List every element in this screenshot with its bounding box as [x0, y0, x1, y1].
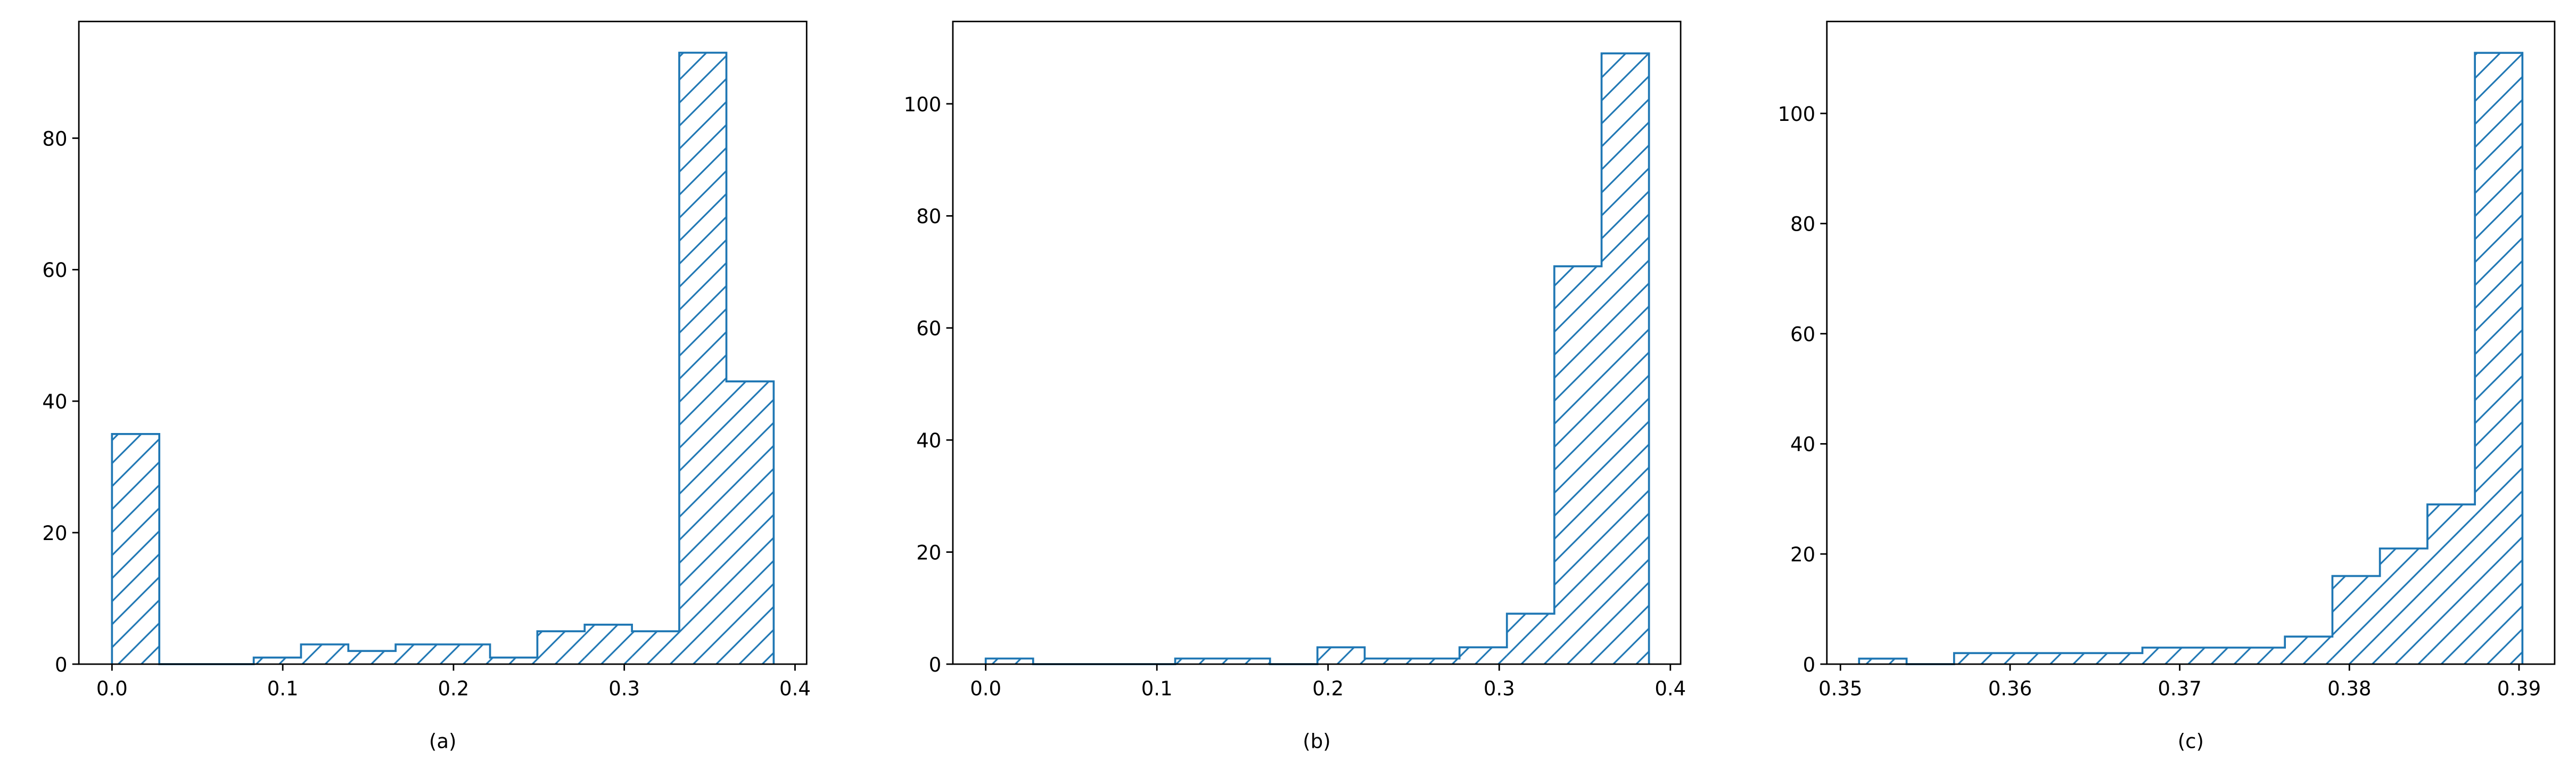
- x-axis-label: (a): [429, 730, 457, 753]
- x-axis-label: (b): [1303, 730, 1330, 753]
- step-outline: [111, 52, 775, 665]
- bar: [2475, 53, 2523, 664]
- y-tick-label: 100: [1777, 103, 1815, 126]
- x-tick-label: 0.1: [1141, 677, 1173, 700]
- bar: [1222, 658, 1270, 664]
- y-tick-label: 80: [1790, 213, 1815, 236]
- bar: [985, 658, 1033, 664]
- y-tick-label: 0: [55, 654, 68, 676]
- x-tick-label: 0.2: [438, 677, 469, 700]
- bar: [1507, 614, 1554, 664]
- bar: [1954, 653, 2002, 664]
- axes-frame: [1826, 20, 2556, 665]
- x-tick-label: 0.4: [779, 677, 811, 700]
- bar: [1175, 658, 1223, 664]
- y-tick-label: 20: [1790, 543, 1815, 566]
- x-tick-label: 0.3: [608, 677, 640, 700]
- bar: [726, 381, 774, 664]
- bar: [396, 644, 443, 664]
- y-tick-label: 40: [42, 390, 67, 413]
- y-tick-label: 60: [42, 259, 67, 282]
- bar: [1459, 647, 1507, 664]
- x-tick-label: 0.2: [1312, 677, 1344, 700]
- bar: [2190, 647, 2237, 664]
- axes-frame: [78, 20, 808, 665]
- bar: [679, 52, 727, 664]
- bar: [2142, 647, 2190, 664]
- bar: [1364, 658, 1412, 664]
- y-tick-label: 20: [916, 541, 941, 564]
- bar: [1601, 53, 1649, 664]
- x-tick-label: 0.4: [1655, 677, 1686, 700]
- bar: [2001, 653, 2050, 664]
- bar: [348, 651, 396, 664]
- x-tick-label: 0.39: [2497, 677, 2541, 700]
- bar: [2332, 576, 2380, 664]
- y-tick-label: 60: [1790, 323, 1815, 346]
- y-tick-label: 40: [1790, 433, 1815, 456]
- bar: [632, 631, 679, 664]
- bar: [2049, 653, 2097, 664]
- y-tick-label: 40: [916, 429, 941, 452]
- x-axis-label: (c): [2178, 730, 2204, 753]
- bar: [1412, 658, 1460, 664]
- x-tick-label: 0.3: [1484, 677, 1515, 700]
- x-tick-label: 0.0: [970, 677, 1001, 700]
- bar: [253, 657, 301, 664]
- bar: [2237, 647, 2285, 664]
- y-tick-label: 80: [42, 127, 67, 150]
- y-tick-label: 60: [916, 317, 941, 340]
- y-tick-label: 0: [1803, 654, 1816, 676]
- bar: [1317, 647, 1365, 664]
- bar: [1554, 266, 1602, 664]
- bar: [490, 657, 538, 664]
- y-tick-label: 20: [42, 522, 67, 545]
- x-tick-label: 0.36: [1988, 677, 2032, 700]
- axes-frame: [952, 20, 1682, 665]
- step-outline: [984, 52, 1650, 665]
- y-tick-label: 0: [929, 654, 942, 676]
- bar: [2380, 548, 2427, 664]
- x-tick-label: 0.37: [2158, 677, 2201, 700]
- x-tick-label: 0.35: [1818, 677, 1862, 700]
- y-tick-label: 80: [916, 205, 941, 228]
- x-tick-label: 0.0: [96, 677, 128, 700]
- x-tick-label: 0.1: [267, 677, 299, 700]
- y-tick-label: 100: [904, 93, 942, 116]
- bar: [537, 631, 585, 664]
- bar: [585, 624, 632, 664]
- bar: [112, 434, 160, 664]
- bar: [2285, 636, 2333, 664]
- bar: [2096, 653, 2143, 664]
- bar: [2427, 504, 2475, 664]
- bar: [301, 644, 349, 664]
- bar: [443, 644, 490, 664]
- x-tick-label: 0.38: [2327, 677, 2371, 700]
- bar: [1859, 658, 1907, 664]
